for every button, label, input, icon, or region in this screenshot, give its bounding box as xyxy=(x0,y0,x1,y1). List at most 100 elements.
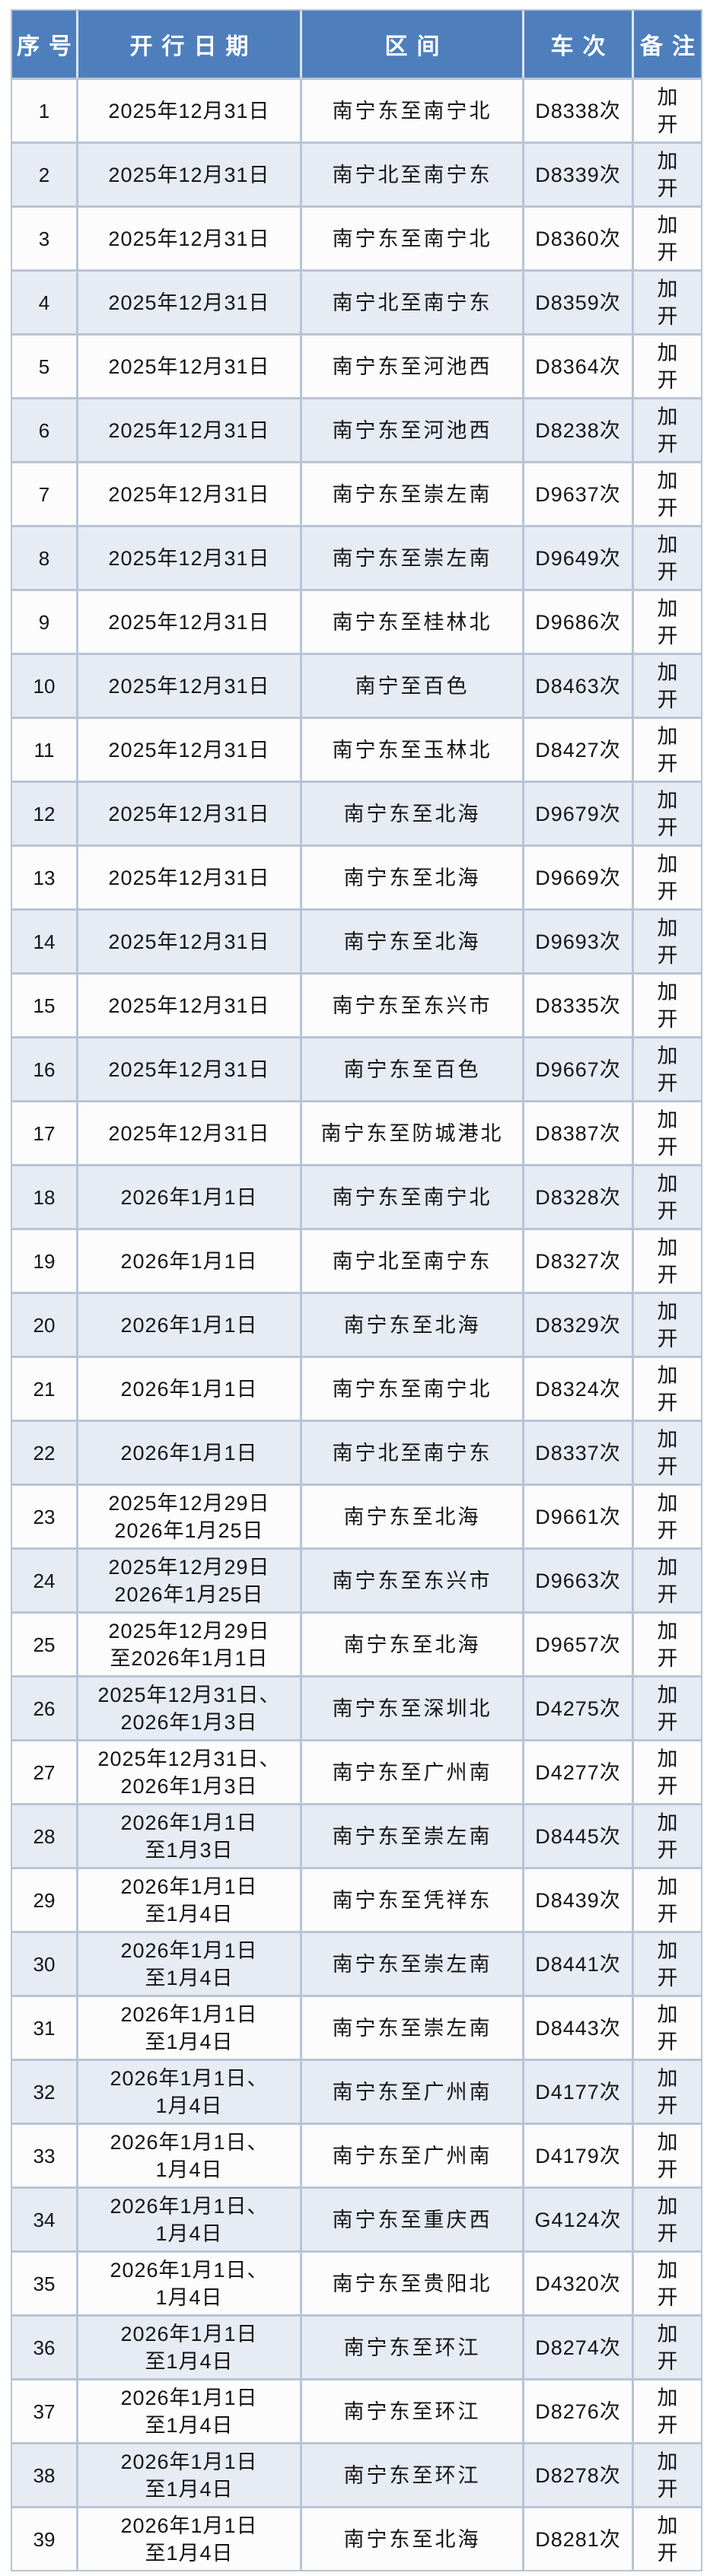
cell-train: D8443次 xyxy=(522,1997,632,2059)
cell-seq: 29 xyxy=(33,1888,56,1912)
cell-note: 加开 xyxy=(632,2125,701,2186)
col-header-route: 区间 xyxy=(300,11,522,78)
cell-date: 2025年12月31日 xyxy=(76,591,300,653)
cell-seq: 15 xyxy=(33,994,56,1017)
cell-train: D8359次 xyxy=(522,272,632,333)
table-row: 29 2026年1月1日 至1月4日 南宁东至凭祥东 D8439次 加开 xyxy=(12,1867,701,1931)
table-body: 1 2025年12月31日 南宁东至南宁北 D8338次 加开 2 2025年1… xyxy=(12,78,701,2570)
cell-seq: 23 xyxy=(33,1505,56,1528)
cell-route: 南宁东至百色 xyxy=(300,1038,522,1100)
cell-note: 加开 xyxy=(632,1038,701,1100)
cell-date: 2026年1月1日 至1月4日 xyxy=(76,2380,300,2442)
cell-note: 加开 xyxy=(632,1102,701,1164)
cell-train: D8387次 xyxy=(522,1102,632,1164)
cell-date: 2026年1月1日 至1月4日 xyxy=(76,1997,300,2059)
train-schedule-table: 序号 开行日期 区间 车次 备注 1 2025年12月31日 南宁东至南宁北 D… xyxy=(11,9,702,2571)
cell-train: D9667次 xyxy=(522,1038,632,1100)
cell-date: 2025年12月31日 xyxy=(76,1038,300,1100)
cell-date: 2026年1月1日 至1月4日 xyxy=(76,2508,300,2570)
cell-route: 南宁东至东兴市 xyxy=(300,1550,522,1611)
cell-route: 南宁东至河池西 xyxy=(300,399,522,461)
table-row: 23 2025年12月29日 2026年1月25日 南宁东至北海 D9661次 … xyxy=(12,1484,701,1547)
table-row: 2 2025年12月31日 南宁北至南宁东 D8339次 加开 xyxy=(12,142,701,205)
cell-note: 加开 xyxy=(632,80,701,142)
cell-route: 南宁东至贵阳北 xyxy=(300,2253,522,2314)
table-row: 10 2025年12月31日 南宁至百色 D8463次 加开 xyxy=(12,653,701,717)
table-row: 9 2025年12月31日 南宁东至桂林北 D9686次 加开 xyxy=(12,589,701,653)
cell-route: 南宁东至深圳北 xyxy=(300,1678,522,1739)
cell-route: 南宁东至南宁北 xyxy=(300,1358,522,1420)
cell-date: 2026年1月1日 至1月4日 xyxy=(76,2317,300,2378)
cell-route: 南宁东至崇左南 xyxy=(300,527,522,589)
table-row: 30 2026年1月1日 至1月4日 南宁东至崇左南 D8441次 加开 xyxy=(12,1931,701,1995)
cell-route: 南宁东至崇左南 xyxy=(300,463,522,525)
cell-train: D8364次 xyxy=(522,336,632,397)
cell-seq: 26 xyxy=(33,1697,56,1720)
cell-seq: 33 xyxy=(33,2144,56,2167)
cell-route: 南宁东至重庆西 xyxy=(300,2189,522,2250)
cell-note: 加开 xyxy=(632,1805,701,1867)
cell-note: 加开 xyxy=(632,1358,701,1420)
cell-seq: 27 xyxy=(33,1760,56,1784)
col-header-seq: 序号 xyxy=(17,34,76,59)
cell-route: 南宁东至南宁北 xyxy=(300,80,522,142)
table-row: 34 2026年1月1日、 1月4日 南宁东至重庆西 G4124次 加开 xyxy=(12,2186,701,2250)
cell-route: 南宁东至北海 xyxy=(300,911,522,972)
cell-date: 2026年1月1日、 1月4日 xyxy=(76,2189,300,2250)
cell-route: 南宁北至南宁东 xyxy=(300,272,522,333)
cell-date: 2025年12月31日、 2026年1月3日 xyxy=(76,1678,300,1739)
cell-train: D8339次 xyxy=(522,144,632,205)
cell-route: 南宁东至北海 xyxy=(300,1294,522,1356)
cell-route: 南宁东至广州南 xyxy=(300,2061,522,2123)
cell-train: D9637次 xyxy=(522,463,632,525)
cell-note: 加开 xyxy=(632,2253,701,2314)
table-row: 15 2025年12月31日 南宁东至东兴市 D8335次 加开 xyxy=(12,972,701,1036)
cell-route: 南宁东至环江 xyxy=(300,2317,522,2378)
cell-seq: 21 xyxy=(33,1377,56,1401)
cell-seq: 16 xyxy=(33,1057,56,1081)
cell-seq: 8 xyxy=(38,546,50,570)
table-row: 19 2026年1月1日 南宁北至南宁东 D8327次 加开 xyxy=(12,1228,701,1292)
cell-date: 2025年12月31日 xyxy=(76,655,300,717)
cell-seq: 20 xyxy=(33,1313,56,1337)
cell-note: 加开 xyxy=(632,1614,701,1675)
cell-train: D9679次 xyxy=(522,783,632,844)
cell-train: G4124次 xyxy=(522,2189,632,2250)
cell-route: 南宁东至广州南 xyxy=(300,2125,522,2186)
cell-date: 2026年1月1日 至1月4日 xyxy=(76,1869,300,1931)
cell-note: 加开 xyxy=(632,2061,701,2123)
cell-seq: 1 xyxy=(38,99,50,122)
cell-seq: 13 xyxy=(33,866,56,889)
table-row: 12 2025年12月31日 南宁东至北海 D9679次 加开 xyxy=(12,781,701,844)
cell-seq: 25 xyxy=(33,1633,56,1656)
table-row: 21 2026年1月1日 南宁东至南宁北 D8324次 加开 xyxy=(12,1356,701,1420)
cell-seq: 38 xyxy=(33,2463,56,2487)
cell-route: 南宁东至凭祥东 xyxy=(300,1869,522,1931)
cell-seq: 35 xyxy=(33,2272,56,2295)
table-row: 11 2025年12月31日 南宁东至玉林北 D8427次 加开 xyxy=(12,717,701,781)
table-row: 28 2026年1月1日 至1月3日 南宁东至崇左南 D8445次 加开 xyxy=(12,1803,701,1867)
cell-route: 南宁东至防城港北 xyxy=(300,1102,522,1164)
cell-route: 南宁东至北海 xyxy=(300,1614,522,1675)
cell-seq: 5 xyxy=(38,355,50,378)
cell-seq: 18 xyxy=(33,1185,56,1209)
cell-train: D8329次 xyxy=(522,1294,632,1356)
cell-date: 2025年12月31日 xyxy=(76,399,300,461)
table-row: 36 2026年1月1日 至1月4日 南宁东至环江 D8274次 加开 xyxy=(12,2314,701,2378)
cell-route: 南宁东至东兴市 xyxy=(300,975,522,1036)
cell-seq: 32 xyxy=(33,2080,56,2104)
table-row: 32 2026年1月1日、 1月4日 南宁东至广州南 D4177次 加开 xyxy=(12,2059,701,2123)
cell-seq: 24 xyxy=(33,1569,56,1592)
cell-seq: 2 xyxy=(38,163,50,186)
cell-date: 2025年12月31日 xyxy=(76,80,300,142)
cell-route: 南宁东至北海 xyxy=(300,1486,522,1547)
table-row: 18 2026年1月1日 南宁东至南宁北 D8328次 加开 xyxy=(12,1164,701,1228)
cell-note: 加开 xyxy=(632,719,701,781)
cell-note: 加开 xyxy=(632,336,701,397)
cell-date: 2025年12月29日 2026年1月25日 xyxy=(76,1486,300,1547)
cell-train: D4177次 xyxy=(522,2061,632,2123)
cell-seq: 11 xyxy=(33,738,55,762)
cell-date: 2026年1月1日 xyxy=(76,1422,300,1484)
cell-note: 加开 xyxy=(632,463,701,525)
